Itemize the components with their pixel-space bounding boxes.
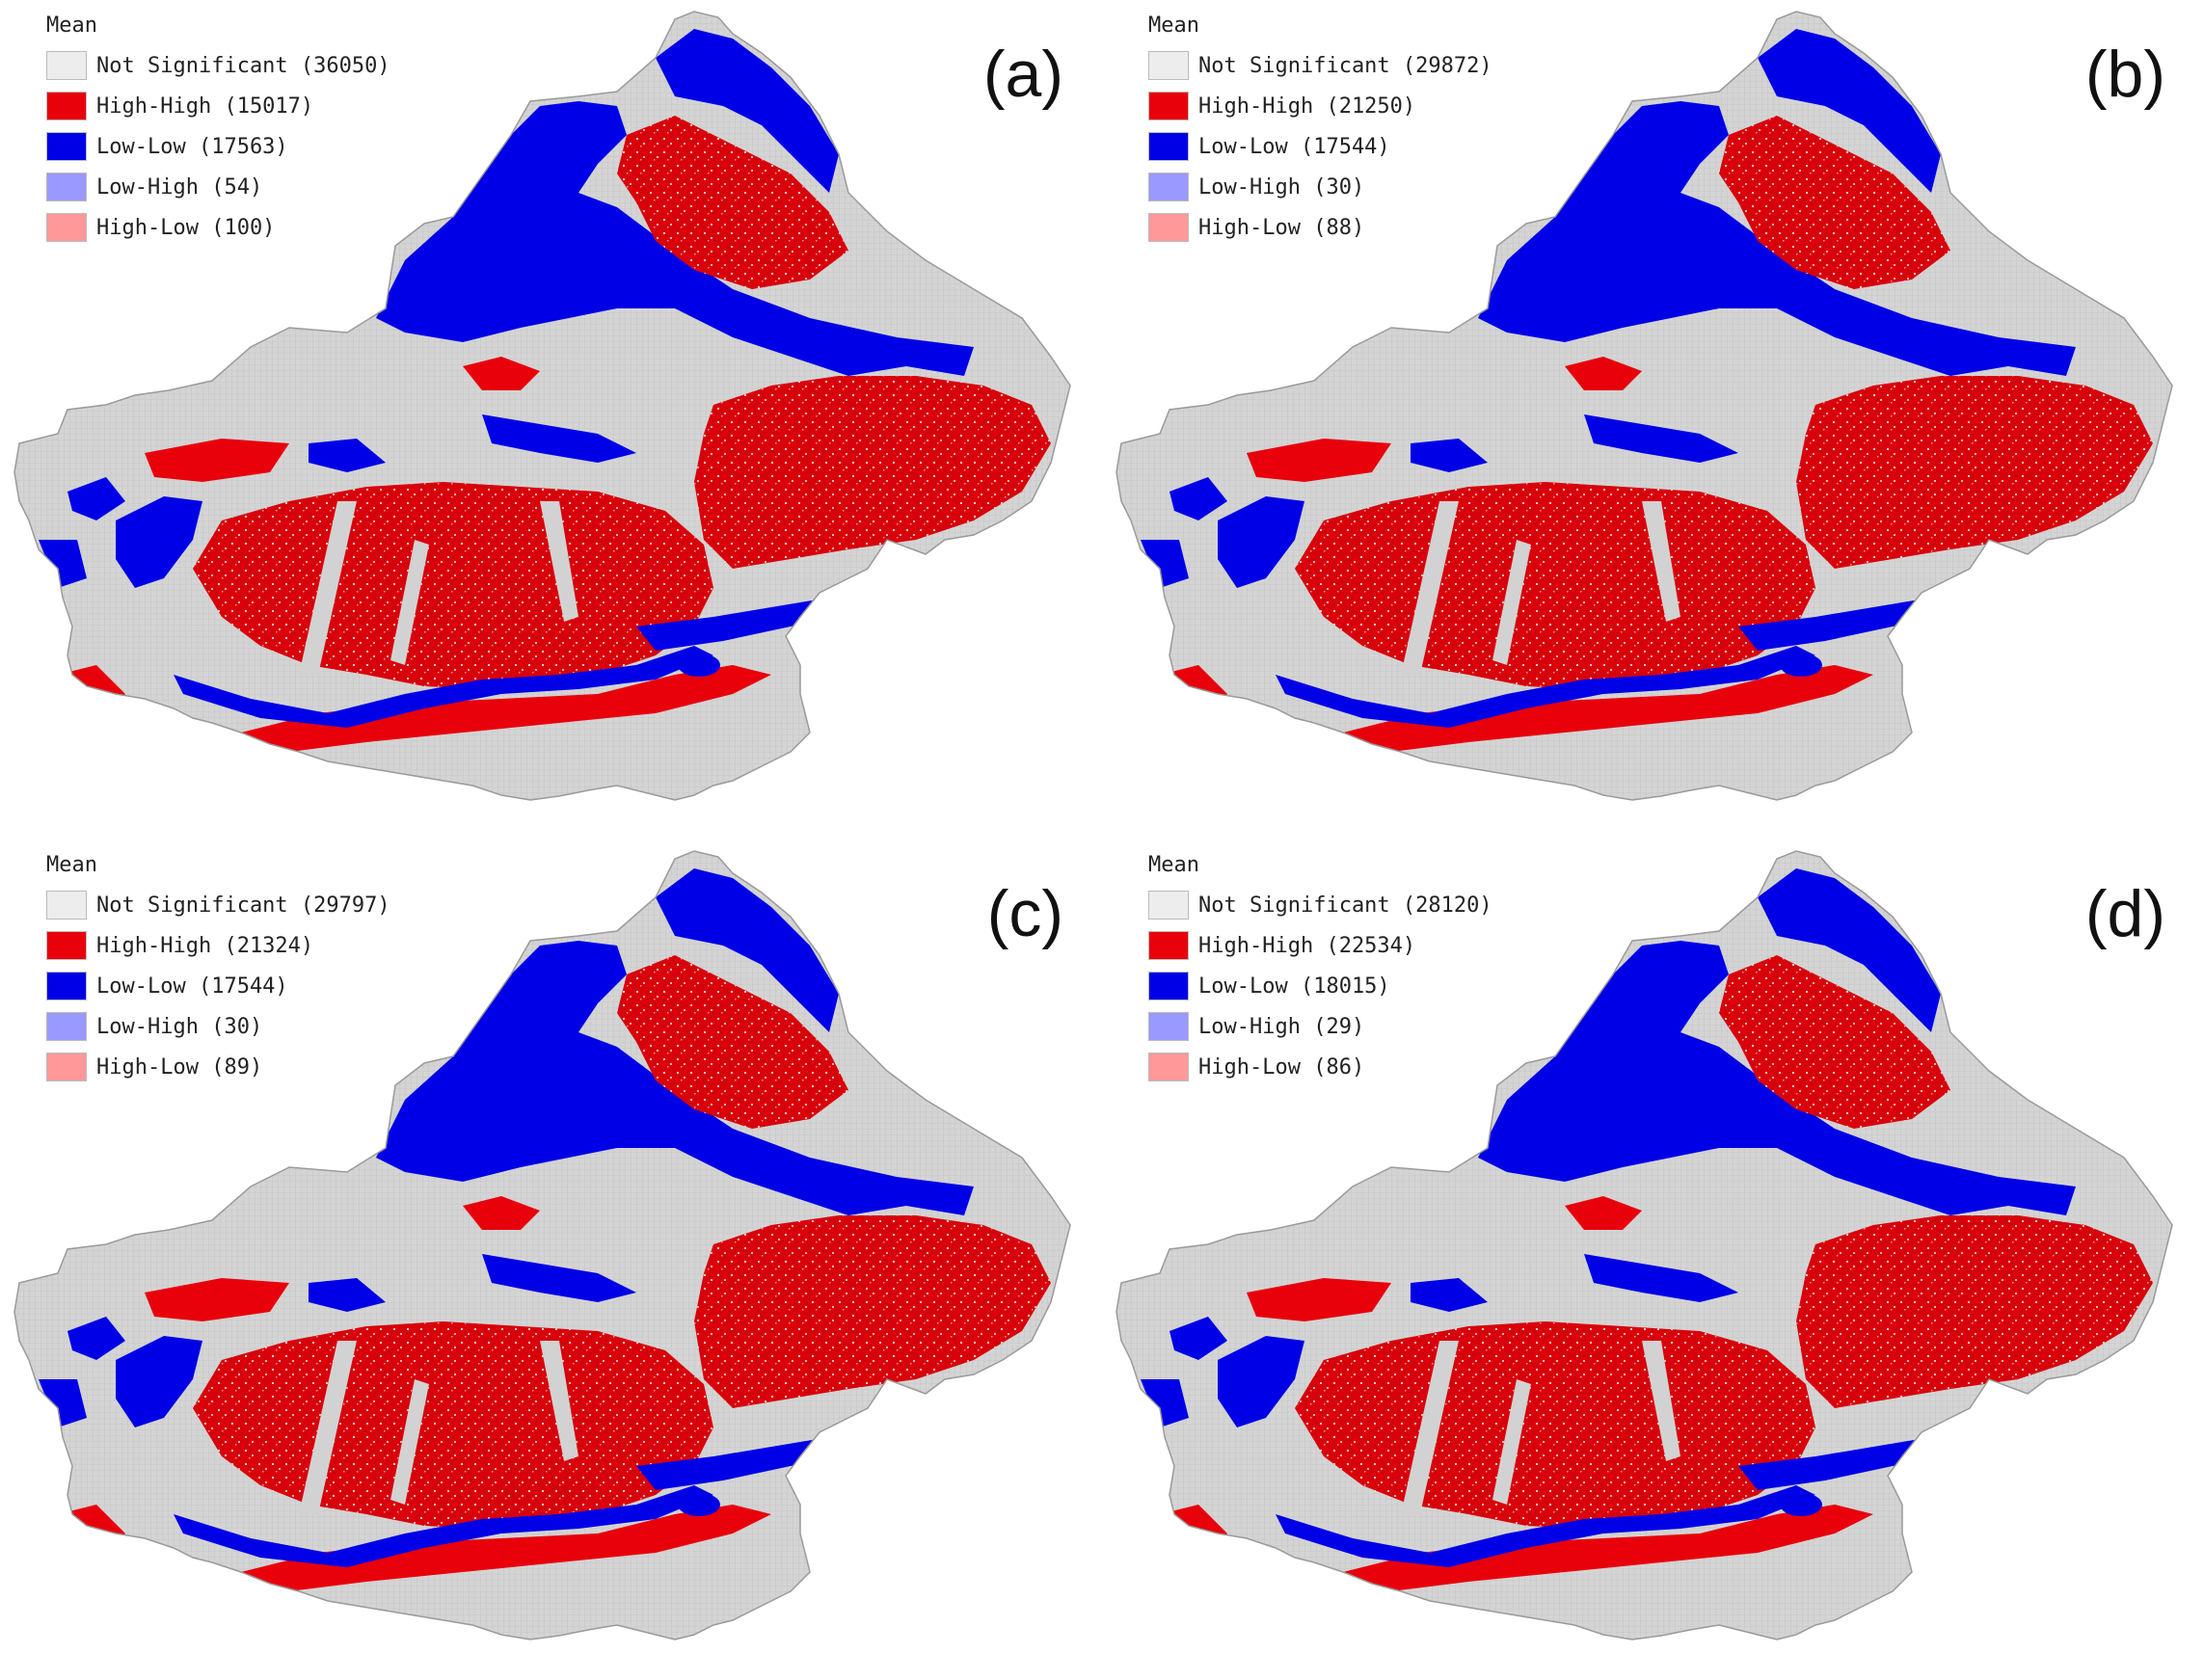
legend-item: Low-Low (17544) [46, 966, 390, 1006]
map-panel-c: Mean Not Significant (29797) High-High (2… [0, 840, 1102, 1679]
legend-swatch [46, 1053, 87, 1081]
legend-label: Low-Low (17563) [96, 134, 288, 159]
legend-item: High-Low (100) [46, 207, 390, 248]
legend-label: Not Significant (28120) [1198, 893, 1492, 918]
legend-item: High-High (15017) [46, 86, 390, 126]
panel-label: (a) [982, 38, 1063, 111]
legend-title: Mean [1148, 13, 1199, 38]
legend-item: Not Significant (29872) [1148, 45, 1492, 86]
legend-label: High-Low (100) [96, 215, 276, 240]
legend-swatch [1148, 132, 1189, 161]
legend-item: High-Low (88) [1148, 207, 1492, 248]
map-panel-d: Mean Not Significant (28120) High-High (2… [1102, 840, 2204, 1679]
legend-item: High-Low (86) [1148, 1047, 1492, 1087]
legend-swatch [1148, 972, 1189, 1000]
legend-item: Low-Low (17563) [46, 126, 390, 167]
legend-title: Mean [46, 13, 97, 38]
legend-label: High-Low (89) [96, 1054, 263, 1080]
map-panel-b: Mean Not Significant (29872) High-High (2… [1102, 0, 2204, 840]
legend-label: High-High (15017) [96, 93, 314, 119]
map-panel-a: Mean Not Significant (36050) High-High (1… [0, 0, 1102, 840]
legend-label: Low-Low (17544) [1198, 134, 1390, 159]
legend-label: Low-High (54) [96, 174, 263, 200]
legend-label: Low-High (30) [96, 1014, 263, 1039]
legend-label: Not Significant (29872) [1198, 53, 1492, 78]
legend-swatch [1148, 891, 1189, 920]
legend-swatch [1148, 931, 1189, 960]
legend-label: Not Significant (36050) [96, 53, 390, 78]
legend-item: High-High (21250) [1148, 86, 1492, 126]
legend-swatch [46, 1012, 87, 1041]
legend-swatch [46, 92, 87, 120]
legend-label: Low-Low (17544) [96, 973, 288, 999]
legend-swatch [1148, 173, 1189, 201]
legend-label: Not Significant (29797) [96, 893, 390, 918]
legend-swatch [46, 51, 87, 80]
legend-swatch [46, 173, 87, 201]
legend-swatch [1148, 51, 1189, 80]
legend-item: Low-Low (18015) [1148, 966, 1492, 1006]
legend-swatch [46, 972, 87, 1000]
legend-label: High-Low (86) [1198, 1054, 1365, 1080]
legend-item: Low-Low (17544) [1148, 126, 1492, 167]
legend-swatch [46, 931, 87, 960]
legend-item: Low-High (30) [1148, 167, 1492, 207]
legend-label: High-High (21250) [1198, 93, 1416, 119]
panel-label: (d) [2084, 877, 2165, 950]
legend-label: High-High (22534) [1198, 933, 1416, 958]
legend-swatch [46, 132, 87, 161]
legend-swatch [1148, 92, 1189, 120]
legend-item: Not Significant (28120) [1148, 885, 1492, 925]
legend-swatch [1148, 213, 1189, 242]
legend-swatch [46, 891, 87, 920]
legend-item: Low-High (29) [1148, 1006, 1492, 1047]
legend-title: Mean [46, 853, 97, 877]
legend-label: High-High (21324) [96, 933, 314, 958]
legend-item: High-High (21324) [46, 925, 390, 966]
legend-swatch [1148, 1053, 1189, 1081]
legend-item: High-Low (89) [46, 1047, 390, 1087]
legend-item: Not Significant (29797) [46, 885, 390, 925]
legend-label: Low-High (29) [1198, 1014, 1365, 1039]
legend-label: Low-High (30) [1198, 174, 1365, 200]
legend-item: High-High (22534) [1148, 925, 1492, 966]
legend-swatch [46, 213, 87, 242]
legend-swatch [1148, 1012, 1189, 1041]
legend: Mean Not Significant (36050) High-High (1… [46, 13, 390, 248]
legend-item: Low-High (30) [46, 1006, 390, 1047]
legend-title: Mean [1148, 853, 1199, 877]
panel-label: (b) [2084, 38, 2165, 111]
legend: Mean Not Significant (29872) High-High (2… [1148, 13, 1492, 248]
legend-label: High-Low (88) [1198, 215, 1365, 240]
legend-item: Low-High (54) [46, 167, 390, 207]
legend: Mean Not Significant (28120) High-High (2… [1148, 853, 1492, 1087]
legend-item: Not Significant (36050) [46, 45, 390, 86]
panel-label: (c) [986, 877, 1063, 950]
legend-label: Low-Low (18015) [1198, 973, 1390, 999]
legend: Mean Not Significant (29797) High-High (2… [46, 853, 390, 1087]
